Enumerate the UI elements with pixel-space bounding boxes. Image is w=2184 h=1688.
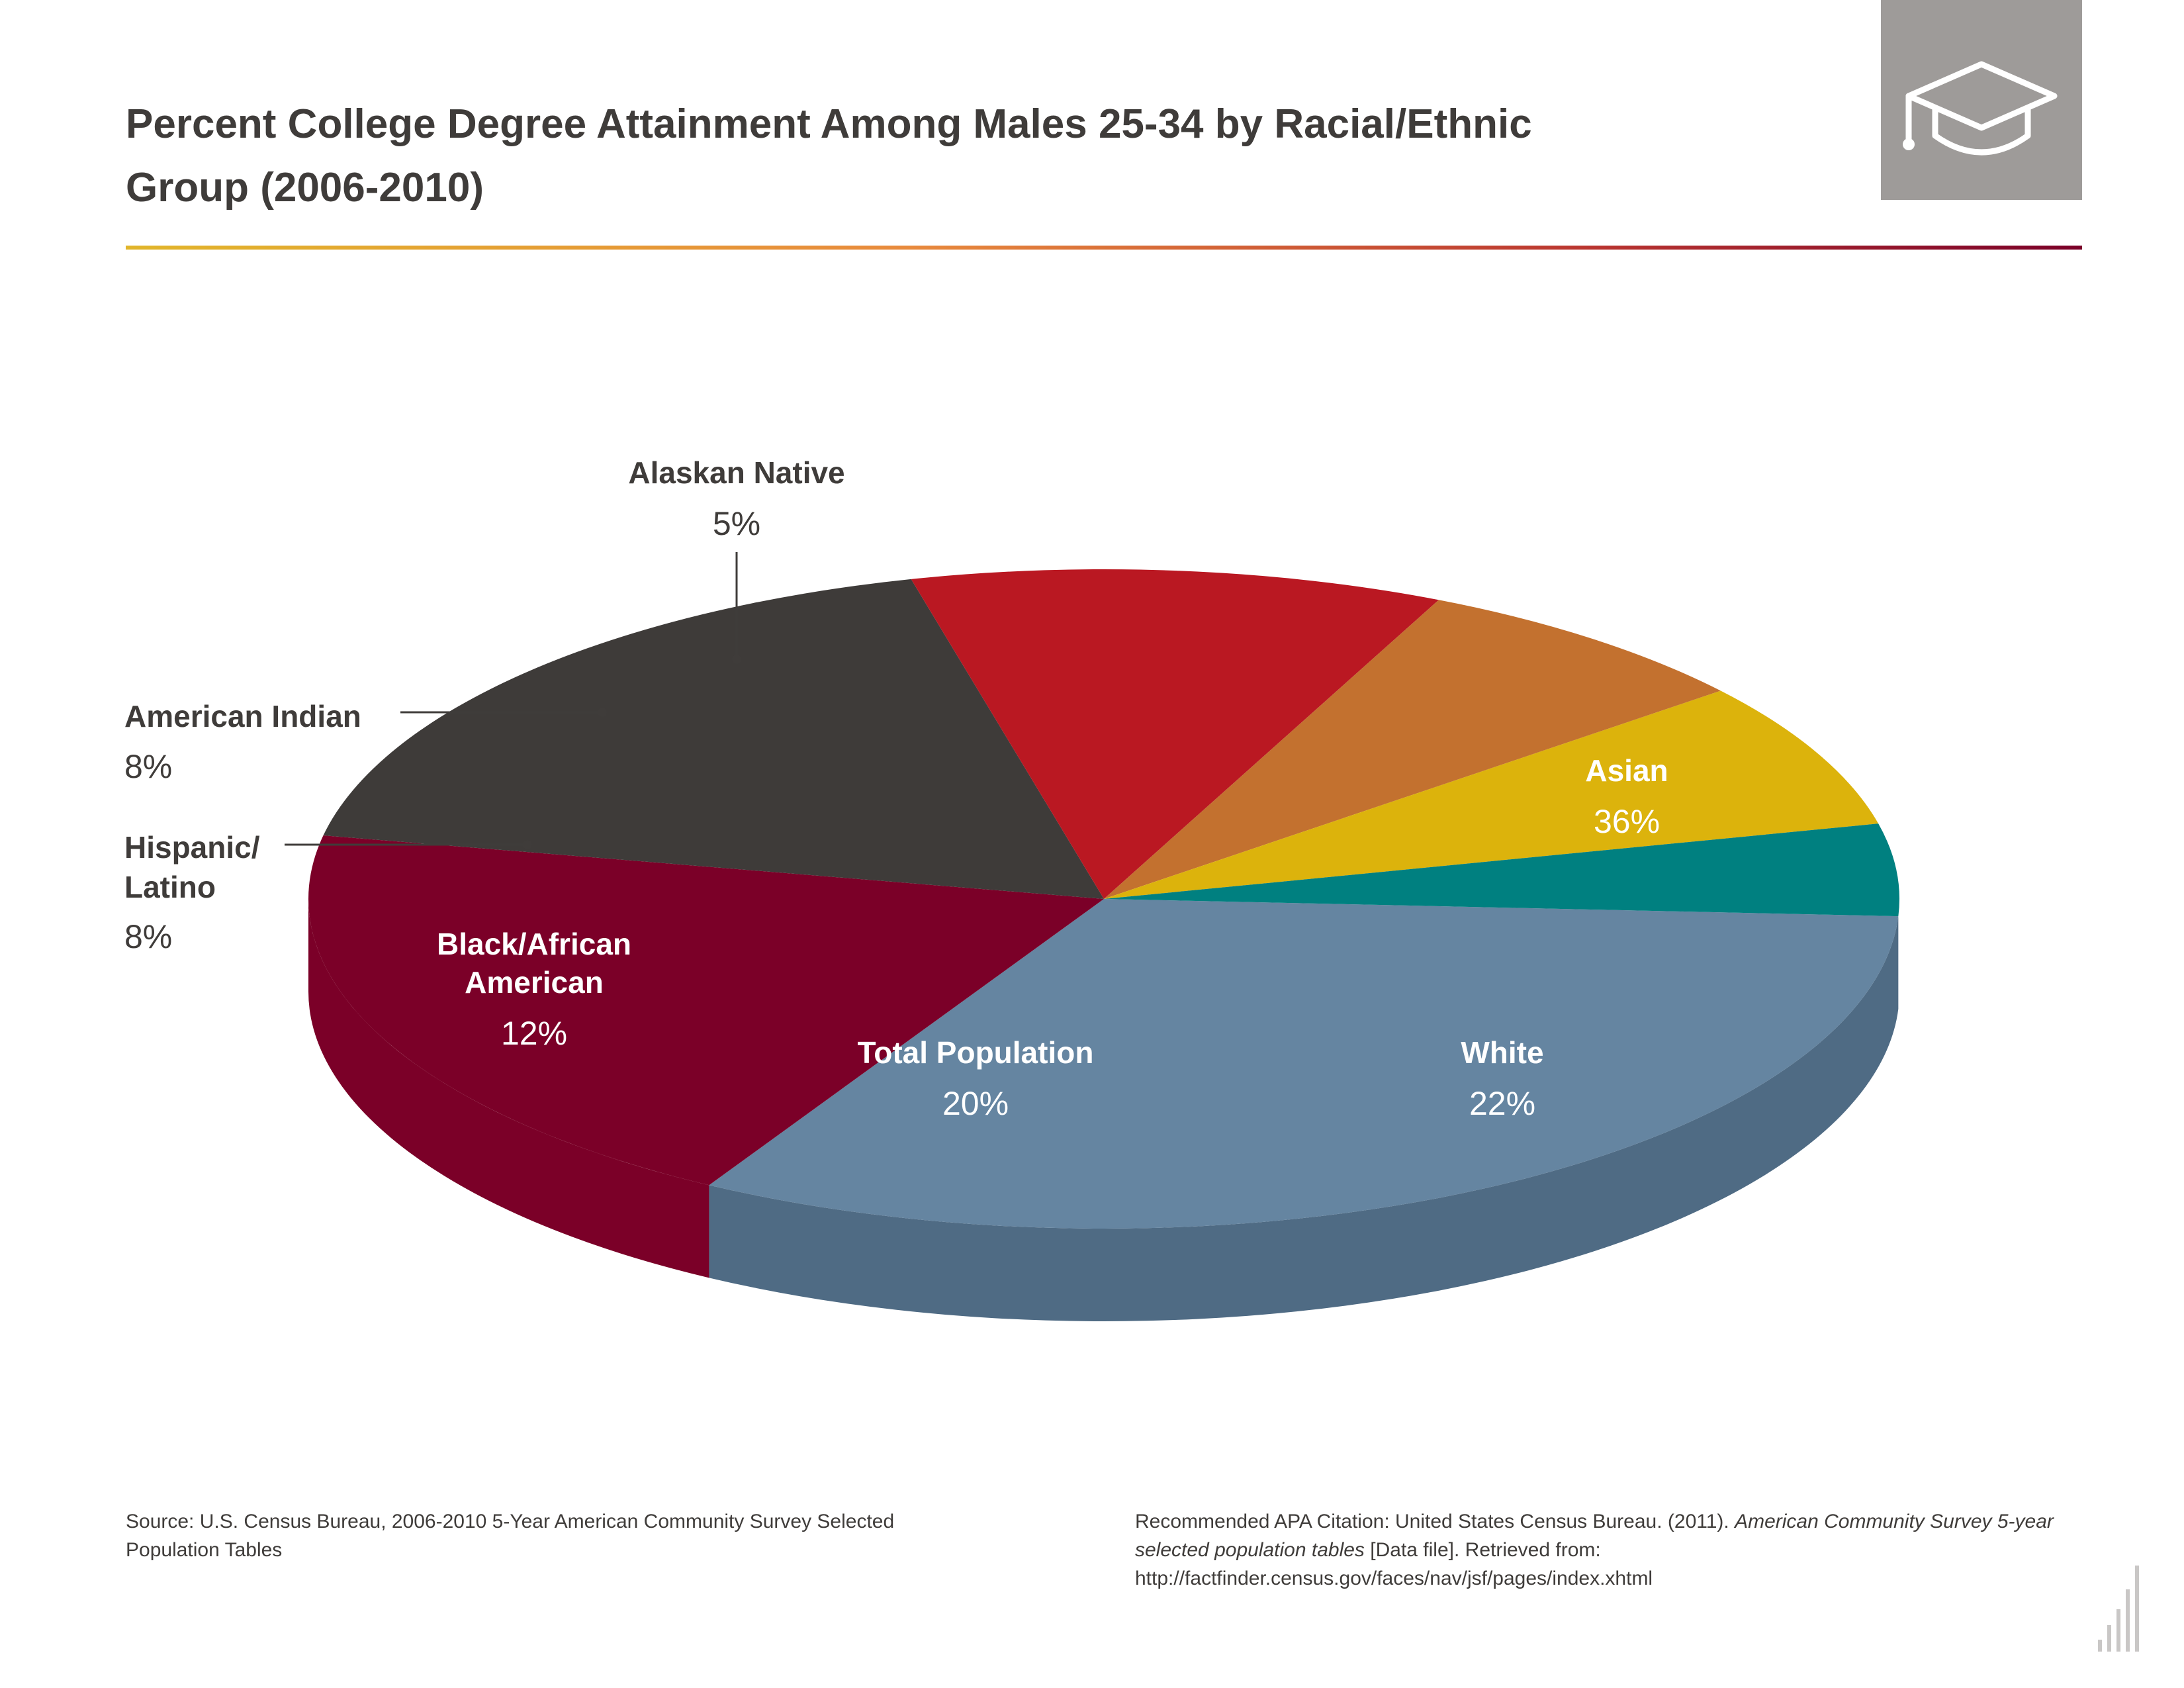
slice-value-alaskan-native: 5% bbox=[713, 505, 760, 542]
slice-value-hispanic-latino: 8% bbox=[124, 918, 172, 955]
slice-label-hispanic-latino: Hispanic/ bbox=[124, 830, 260, 865]
pie-slice-black-african-american bbox=[911, 569, 1439, 899]
pie-slice-alaskan-native bbox=[1104, 823, 1900, 917]
chart-title-line-2: Group (2006-2010) bbox=[126, 165, 484, 211]
leader-dot-american-indian bbox=[598, 708, 607, 717]
slice-label-total-population: Total Population bbox=[858, 1035, 1094, 1070]
slice-label-american-indian: American Indian bbox=[124, 699, 361, 733]
citation-prefix: Recommended APA Citation: United States … bbox=[1135, 1511, 1735, 1532]
source-note: Source: U.S. Census Bureau, 2006-2010 5-… bbox=[126, 1511, 895, 1561]
pie-slice-hispanic-latino bbox=[1104, 600, 1721, 899]
pie-slice-white bbox=[308, 835, 1105, 1186]
leader-dot-hispanic-latino bbox=[523, 840, 532, 849]
pie-slice-total-population bbox=[323, 579, 1104, 899]
citation-suffix: [Data file]. Retrieved from: http://fact… bbox=[1135, 1539, 1653, 1589]
citation-title: American Community Survey 5-year selecte… bbox=[1135, 1511, 2054, 1561]
graduation-cap-icon bbox=[1903, 61, 2058, 156]
pie-slice-asian bbox=[709, 899, 1899, 1229]
slice-value-white: 22% bbox=[1469, 1085, 1535, 1122]
chart-title-line-1: Percent College Degree Attainment Among … bbox=[126, 101, 1532, 147]
pie-slice-american-indian bbox=[1104, 690, 1879, 899]
slice-label-black-african-american: Black/African bbox=[437, 927, 631, 961]
slice-label-white: White bbox=[1461, 1035, 1543, 1070]
citation-note: Recommended APA Citation: United States … bbox=[1135, 1507, 2075, 1593]
pie-side-layer bbox=[308, 899, 1899, 1322]
slice-value-total-population: 20% bbox=[942, 1085, 1009, 1122]
slice-value-american-indian: 8% bbox=[124, 748, 172, 785]
title-divider bbox=[126, 246, 2082, 250]
slice-labels: Asian 36% White 22% Total Population 20% Black… bbox=[124, 455, 1668, 1122]
slice-label-hispanic-latino: Latino bbox=[124, 870, 216, 904]
slice-value-asian: 36% bbox=[1594, 803, 1660, 840]
pie-side-white bbox=[308, 899, 709, 1278]
slice-label-asian: Asian bbox=[1585, 753, 1668, 788]
logo-tile bbox=[1881, 0, 2082, 200]
pie-top-layer bbox=[308, 569, 1900, 1229]
slice-value-black-african-american: 12% bbox=[501, 1015, 567, 1052]
leader-dot-alaskan-native bbox=[732, 655, 741, 664]
slice-label-alaskan-native: Alaskan Native bbox=[628, 455, 844, 490]
leader-lines bbox=[285, 552, 741, 849]
bar-chart-logo-icon bbox=[2098, 1566, 2139, 1652]
pie-side-asian bbox=[709, 916, 1899, 1322]
chart-title: Percent College Degree Attainment Among … bbox=[126, 93, 1747, 220]
slice-label-black-african-american: American bbox=[465, 965, 604, 1000]
